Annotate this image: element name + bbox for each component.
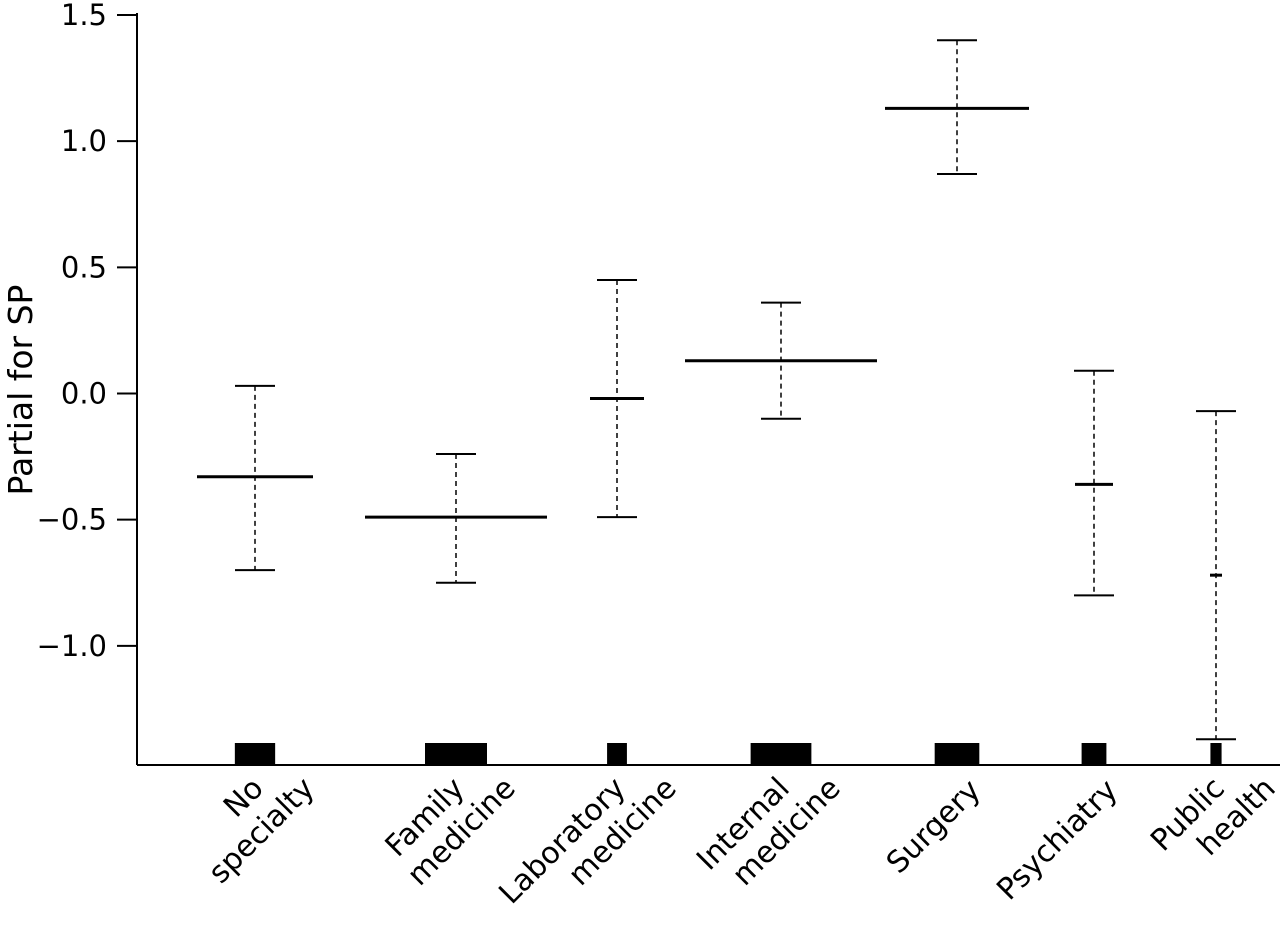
axes: 1.5 1.0 0.5 0.0 −0.5 −1.0 [37,0,1280,766]
category-group [685,301,877,765]
category-label: Surgery [880,773,988,881]
category-group [1074,369,1114,765]
y-tick-label: 0.5 [61,250,107,284]
category-group [197,384,313,765]
rug-block [1081,743,1107,765]
y-tick-label: 1.5 [61,0,107,32]
category-label: Psychiatry [990,773,1124,907]
rug-block [750,743,812,765]
category-label-line: Surgery [880,773,988,881]
rug-block [234,743,276,765]
y-tick-label: −1.0 [37,629,107,663]
y-tick-label: 1.0 [61,124,107,158]
category-label: Familymedicine [375,745,522,892]
category-label: Laboratorymedicine [492,745,683,936]
plot-marks [197,39,1236,765]
rug-block [934,743,980,765]
category-label-line: Psychiatry [990,773,1124,907]
rug-block [607,743,627,765]
category-group [590,278,644,765]
y-tick-label: 0.0 [61,377,107,411]
category-label: Internalmedicine [690,745,847,902]
y-axis-title: Partial for SP [1,285,40,496]
category-label: Nospecialty [176,745,321,890]
category-label: Publichealth [1144,745,1280,883]
category-labels: Nospecialty FamilymedicineLaboratorymedic… [176,745,1280,936]
rug-block [1210,743,1222,765]
category-group [1196,410,1236,765]
y-tick-label: −0.5 [37,503,107,537]
rug-block [425,743,487,765]
category-group [365,453,547,765]
category-group [885,39,1029,765]
